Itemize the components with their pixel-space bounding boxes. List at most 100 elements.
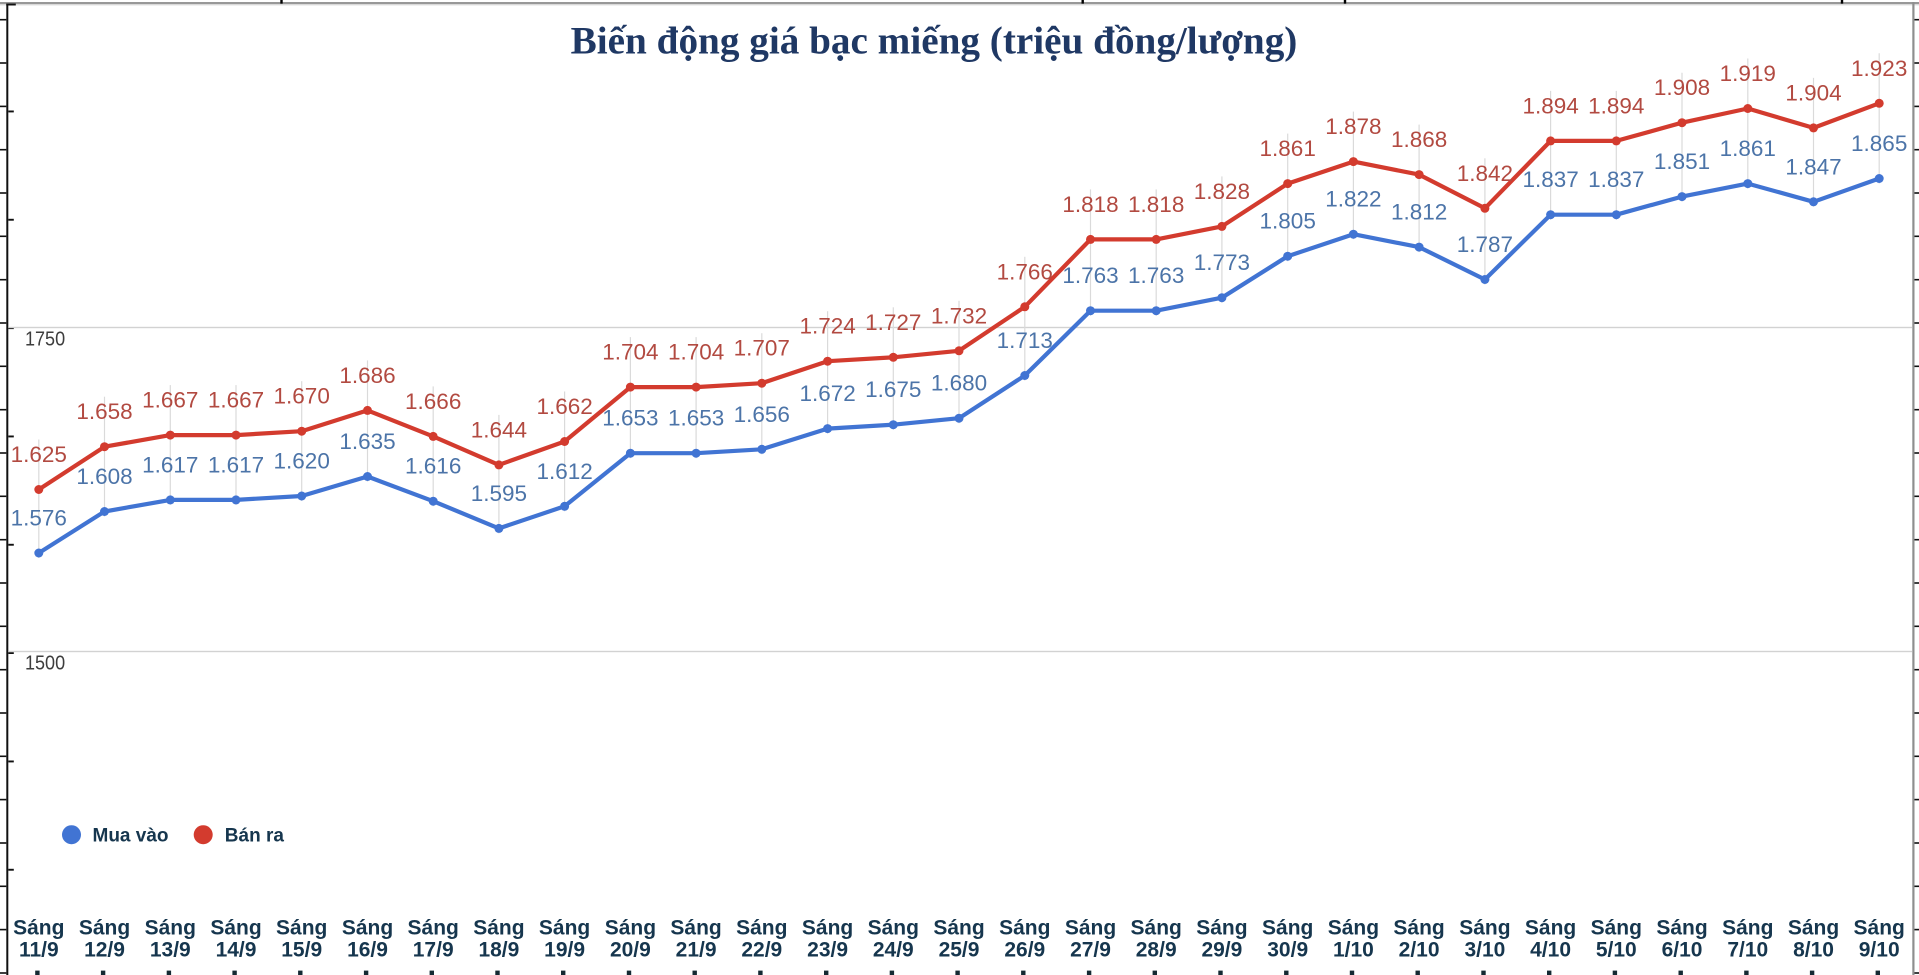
svg-text:1.861: 1.861 [1260,136,1316,161]
svg-text:1.608: 1.608 [76,464,132,489]
svg-text:1.672: 1.672 [799,381,855,406]
svg-text:Sáng: Sáng [1656,917,1707,940]
svg-text:1.662: 1.662 [536,394,592,419]
svg-text:1.620: 1.620 [274,449,330,474]
svg-text:1.732: 1.732 [931,303,987,328]
svg-text:1.713: 1.713 [997,328,1053,353]
svg-text:Mua vào: Mua vào [93,826,169,847]
svg-text:1.865: 1.865 [1851,131,1907,156]
svg-text:16/9: 16/9 [347,939,388,962]
svg-text:Sáng: Sáng [276,917,327,940]
svg-text:Sáng: Sáng [670,917,721,940]
svg-text:26/9: 26/9 [1004,939,1045,962]
svg-text:23/9: 23/9 [807,939,848,962]
svg-text:1.805: 1.805 [1260,209,1316,234]
svg-text:Sáng: Sáng [1262,917,1313,940]
svg-text:1.763: 1.763 [1062,263,1118,288]
svg-text:1.617: 1.617 [142,452,198,477]
svg-text:Sáng: Sáng [539,917,590,940]
svg-text:1.576: 1.576 [11,506,67,531]
svg-text:1.837: 1.837 [1588,167,1644,192]
svg-text:Sáng: Sáng [999,917,1050,940]
svg-text:25/9: 25/9 [939,939,980,962]
svg-text:Sáng: Sáng [210,917,261,940]
svg-text:Sáng: Sáng [1393,917,1444,940]
svg-text:7/10: 7/10 [1727,939,1768,962]
svg-text:12/9: 12/9 [84,939,125,962]
svg-text:Sáng: Sáng [1591,917,1642,940]
svg-text:1.878: 1.878 [1325,114,1381,139]
svg-text:1.847: 1.847 [1785,154,1841,179]
svg-text:1.680: 1.680 [931,371,987,396]
svg-text:Sáng: Sáng [1196,917,1247,940]
svg-text:Sáng: Sáng [145,917,196,940]
svg-text:8/10: 8/10 [1793,939,1834,962]
svg-text:1.773: 1.773 [1194,250,1250,275]
svg-text:11/9: 11/9 [19,939,59,962]
svg-text:17/9: 17/9 [413,939,454,962]
svg-text:Sáng: Sáng [1854,917,1905,940]
svg-text:1.704: 1.704 [668,340,724,365]
svg-text:1.818: 1.818 [1128,192,1184,217]
svg-text:1.653: 1.653 [602,406,658,431]
svg-text:5/10: 5/10 [1596,939,1637,962]
svg-text:1.851: 1.851 [1654,149,1710,174]
svg-text:1/10: 1/10 [1333,939,1374,962]
svg-text:1.670: 1.670 [274,384,330,409]
svg-text:14/9: 14/9 [216,939,257,962]
svg-text:1.666: 1.666 [405,389,461,414]
svg-text:1.653: 1.653 [668,406,724,431]
svg-text:1.675: 1.675 [865,377,921,402]
svg-text:19/9: 19/9 [544,939,585,962]
svg-text:18/9: 18/9 [478,939,519,962]
svg-text:1.763: 1.763 [1128,263,1184,288]
svg-text:29/9: 29/9 [1201,939,1242,962]
svg-text:1.617: 1.617 [208,452,264,477]
svg-text:27/9: 27/9 [1070,939,1111,962]
svg-text:Sáng: Sáng [408,917,459,940]
svg-text:6/10: 6/10 [1662,939,1703,962]
svg-text:1.919: 1.919 [1720,61,1776,86]
svg-text:9/10: 9/10 [1859,939,1900,962]
svg-text:Sáng: Sáng [1788,917,1839,940]
svg-text:24/9: 24/9 [873,939,914,962]
svg-text:1750: 1750 [25,329,65,351]
svg-text:Bán ra: Bán ra [225,826,285,847]
svg-text:1.644: 1.644 [471,417,527,442]
svg-text:1500: 1500 [25,653,65,675]
svg-text:Sáng: Sáng [79,917,130,940]
svg-text:15/9: 15/9 [281,939,322,962]
svg-text:1.904: 1.904 [1785,80,1841,105]
svg-text:4/10: 4/10 [1530,939,1571,962]
svg-text:1.894: 1.894 [1588,93,1644,118]
svg-text:Sáng: Sáng [13,917,64,940]
svg-text:1.787: 1.787 [1457,232,1513,257]
svg-text:1.704: 1.704 [602,340,658,365]
svg-text:Sáng: Sáng [1459,917,1510,940]
svg-text:Sáng: Sáng [342,917,393,940]
svg-text:1.656: 1.656 [734,402,790,427]
svg-text:Sáng: Sáng [473,917,524,940]
svg-text:1.868: 1.868 [1391,127,1447,152]
svg-text:Sáng: Sáng [1328,917,1379,940]
svg-text:1.595: 1.595 [471,481,527,506]
svg-text:3/10: 3/10 [1464,939,1505,962]
svg-text:1.612: 1.612 [536,459,592,484]
svg-text:13/9: 13/9 [150,939,191,962]
svg-text:1.818: 1.818 [1062,192,1118,217]
svg-text:1.667: 1.667 [208,388,264,413]
svg-text:1.837: 1.837 [1522,167,1578,192]
svg-text:1.616: 1.616 [405,454,461,479]
svg-text:1.842: 1.842 [1457,161,1513,186]
svg-text:1.894: 1.894 [1522,93,1578,118]
svg-text:Sáng: Sáng [802,917,853,940]
svg-text:21/9: 21/9 [676,939,717,962]
svg-text:1.686: 1.686 [339,363,395,388]
svg-text:28/9: 28/9 [1136,939,1177,962]
svg-text:1.625: 1.625 [11,442,67,467]
svg-text:1.812: 1.812 [1391,200,1447,225]
svg-text:Sáng: Sáng [736,917,787,940]
svg-text:22/9: 22/9 [741,939,782,962]
svg-text:1.822: 1.822 [1325,187,1381,212]
svg-text:2/10: 2/10 [1399,939,1440,962]
